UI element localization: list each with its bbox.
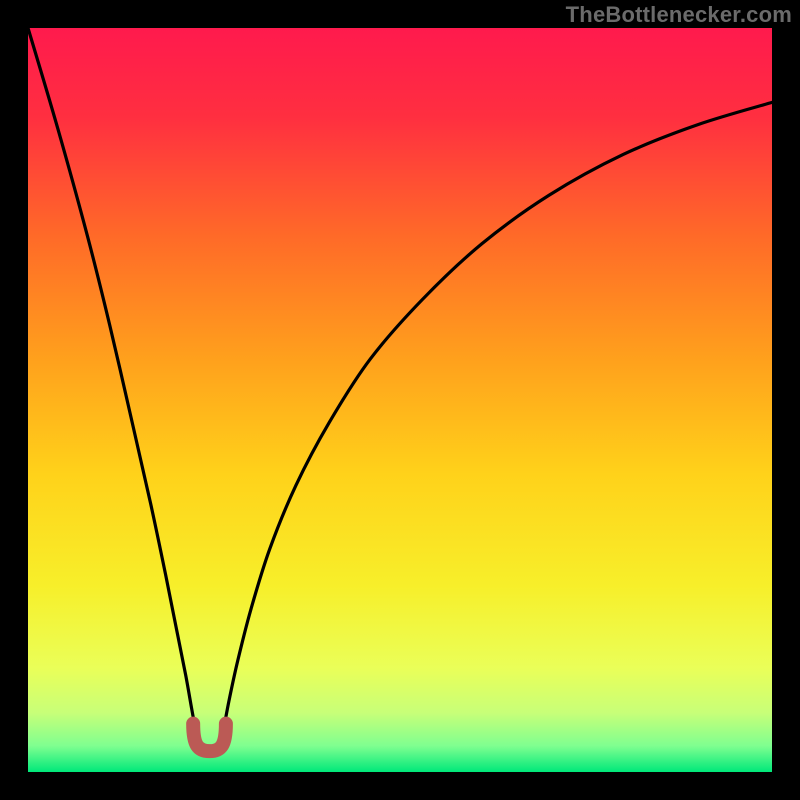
watermark-text: TheBottlenecker.com [566, 2, 792, 28]
bottleneck-chart-svg [0, 0, 800, 800]
bottleneck-chart-container: TheBottlenecker.com [0, 0, 800, 800]
